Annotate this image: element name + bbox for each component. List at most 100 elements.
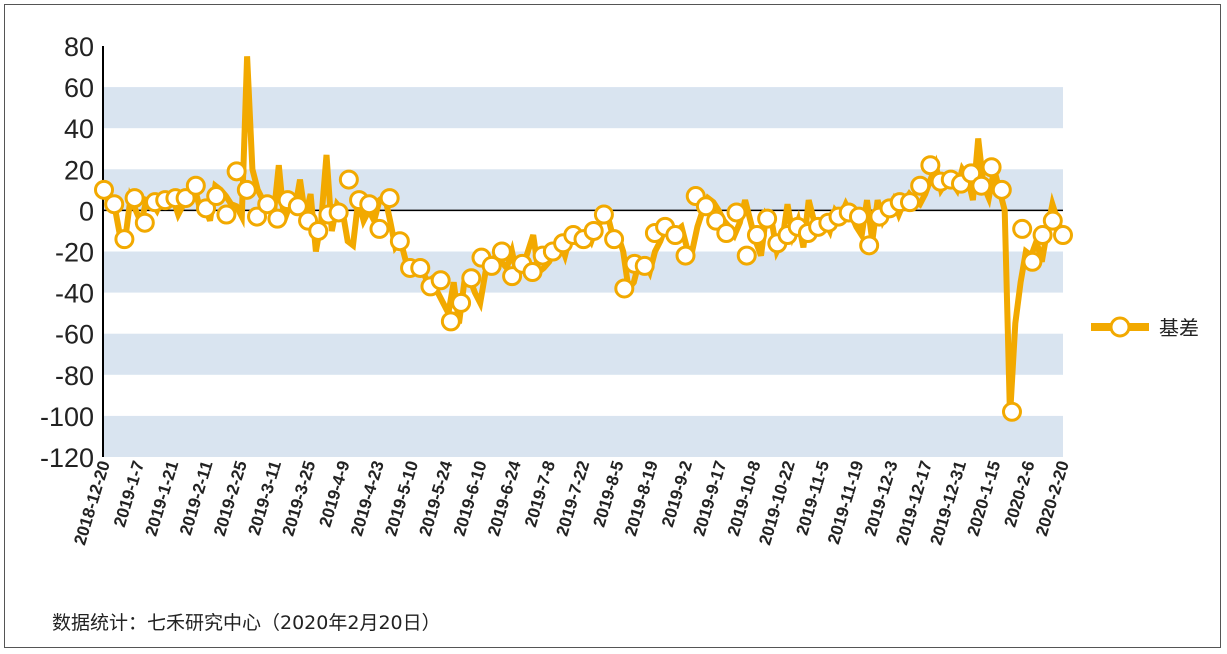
- data-point: [196, 198, 217, 219]
- data-point: [920, 155, 941, 176]
- x-tick-label: 2020-1-15: [963, 459, 1004, 539]
- data-point: [379, 188, 400, 209]
- x-tick-label: 2019-7-22: [552, 459, 593, 539]
- data-point: [440, 311, 461, 332]
- y-tick-label: 80: [64, 32, 94, 62]
- data-point: [522, 262, 543, 283]
- x-tick-label: 2019-9-2: [658, 459, 696, 530]
- data-point: [757, 208, 778, 229]
- y-tick-label: -40: [55, 279, 94, 309]
- x-tick-label: 2019-1-7: [110, 459, 148, 530]
- data-point: [746, 225, 767, 246]
- x-tick-label: 2019-9-17: [689, 459, 730, 539]
- y-tick-label: -100: [40, 402, 94, 432]
- x-tick-label: 2019-8-19: [621, 459, 662, 539]
- data-point: [706, 210, 727, 231]
- data-point: [1012, 218, 1033, 239]
- data-point: [389, 231, 410, 252]
- x-tick-label: 2019-6-10: [450, 459, 491, 539]
- x-tick-label: 2019-12-3: [861, 459, 902, 539]
- data-point: [675, 245, 696, 266]
- data-point: [94, 179, 114, 200]
- y-tick-label: 20: [64, 155, 94, 185]
- x-tick-label: 2019-2-11: [176, 459, 217, 538]
- data-point: [287, 196, 308, 217]
- data-point: [216, 204, 237, 225]
- y-tick-label: 40: [64, 114, 94, 144]
- x-tick-label: 2020-2-20: [1032, 459, 1073, 539]
- grid-band: [104, 251, 1063, 293]
- data-point: [175, 188, 196, 209]
- data-point: [430, 270, 451, 291]
- legend: 基差: [1089, 312, 1199, 341]
- x-tick-label: 2019-5-10: [381, 459, 422, 539]
- x-tick-label: 2020-2-6: [1001, 459, 1039, 530]
- data-point: [206, 186, 227, 207]
- x-tick-label: 2019-3-11: [245, 459, 286, 538]
- data-point: [359, 194, 380, 215]
- data-point: [736, 245, 757, 266]
- series-markers: [94, 155, 1073, 422]
- data-point: [859, 235, 880, 256]
- data-point: [848, 206, 869, 227]
- x-tick-label: 2019-8-5: [590, 459, 628, 530]
- data-point: [1022, 251, 1043, 272]
- legend-swatch: [1091, 316, 1149, 337]
- data-point: [899, 192, 920, 213]
- data-point: [961, 163, 982, 184]
- x-axis-ticks: 2018-12-202019-1-72019-1-212019-2-112019…: [70, 458, 1073, 547]
- data-point: [461, 268, 482, 289]
- data-point: [1042, 210, 1063, 231]
- data-point: [1032, 225, 1053, 246]
- y-tick-label: -80: [55, 361, 94, 391]
- data-point: [971, 175, 992, 196]
- data-point: [338, 169, 359, 190]
- legend-label: 基差: [1159, 316, 1199, 340]
- data-point: [257, 194, 278, 215]
- x-tick-label: 2019-4-9: [316, 459, 354, 530]
- data-point: [236, 179, 257, 200]
- x-tick-label: 2019-2-25: [210, 459, 251, 539]
- data-point: [124, 188, 145, 209]
- data-point: [981, 157, 1002, 178]
- data-point: [583, 220, 604, 241]
- data-point: [593, 204, 614, 225]
- data-point: [991, 179, 1012, 200]
- y-tick-label: -120: [40, 443, 94, 473]
- grid-band: [104, 87, 1063, 129]
- x-tick-label: 2019-10-8: [724, 459, 765, 539]
- data-point: [481, 255, 502, 276]
- y-tick-label: -60: [55, 320, 94, 350]
- data-point: [247, 206, 268, 227]
- x-tick-label: 2019-5-24: [415, 458, 456, 538]
- x-tick-label: 2019-4-23: [347, 459, 388, 539]
- data-point: [491, 241, 512, 262]
- data-point: [308, 220, 329, 241]
- y-tick-label: 60: [64, 73, 94, 103]
- data-point: [634, 255, 655, 276]
- data-point: [134, 212, 155, 233]
- data-point: [267, 208, 288, 229]
- data-point: [1001, 401, 1022, 422]
- x-tick-label: 2019-1-21: [141, 459, 182, 539]
- data-point: [726, 202, 747, 223]
- data-point: [910, 175, 931, 196]
- y-axis-ticks: 80 60 40 20 0 -20 -40 -60 -80 -100 -120: [40, 32, 94, 473]
- data-point: [114, 229, 135, 250]
- data-point: [614, 278, 635, 299]
- x-tick-label: 2019-7-8: [521, 459, 559, 530]
- x-tick-label: 2019-6-24: [484, 458, 525, 538]
- data-point: [328, 202, 349, 223]
- grid-band: [104, 415, 1063, 457]
- source-note: 数据统计：七禾研究中心（2020年2月20日）: [52, 612, 441, 634]
- grid-band: [104, 333, 1063, 375]
- x-tick-label: 2019-11-5: [793, 459, 834, 538]
- data-point: [226, 161, 247, 182]
- x-tick-label: 2019-3-25: [278, 459, 319, 539]
- data-point: [1053, 225, 1073, 246]
- data-point: [369, 218, 390, 239]
- data-point: [716, 223, 737, 244]
- data-point: [665, 225, 686, 246]
- data-point: [695, 196, 716, 217]
